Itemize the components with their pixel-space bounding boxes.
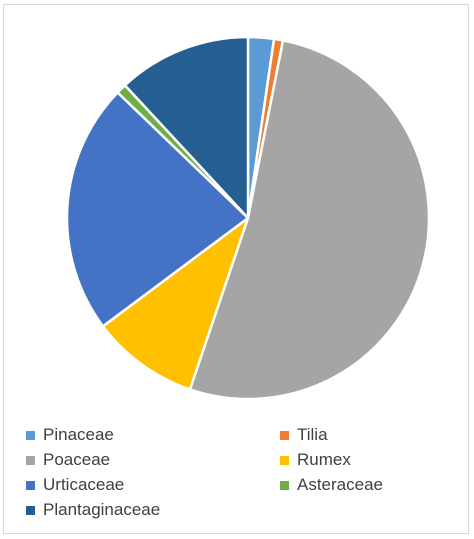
legend-label: Poaceae: [43, 450, 111, 469]
pie-slice-urticaceae: [65, 91, 250, 328]
legend-item-rumex: Rumex: [280, 449, 446, 471]
legend-swatch: [280, 455, 289, 465]
legend-swatch: [26, 430, 35, 440]
legend-label: Tilia: [297, 425, 328, 444]
legend-swatch: [280, 480, 289, 490]
pie-slice-plantaginaceae: [123, 35, 250, 220]
legend-swatch: [280, 430, 289, 440]
legend-item-tilia: Tilia: [280, 424, 446, 446]
pie-slice-poaceae: [188, 39, 431, 401]
pie-slice-rumex: [101, 216, 250, 391]
legend-swatch: [26, 455, 35, 465]
legend-label: Pinaceae: [43, 425, 114, 444]
legend-label: Plantaginaceae: [43, 500, 161, 519]
legend-item-urticaceae: Urticaceae: [26, 474, 280, 496]
legend-item-pinaceae: Pinaceae: [26, 424, 280, 446]
legend-item-asteraceae: Asteraceae: [280, 474, 446, 496]
legend-label: Rumex: [297, 450, 351, 469]
legend-swatch: [26, 505, 35, 515]
legend: Pinaceae Tilia Poaceae Rumex Urticaceae Aster…: [26, 424, 446, 521]
legend-item-plantaginaceae: Plantaginaceae: [26, 499, 280, 521]
legend-label: Urticaceae: [43, 475, 125, 494]
legend-swatch: [26, 480, 35, 490]
legend-label: Asteraceae: [297, 475, 383, 494]
legend-item-poaceae: Poaceae: [26, 449, 280, 471]
